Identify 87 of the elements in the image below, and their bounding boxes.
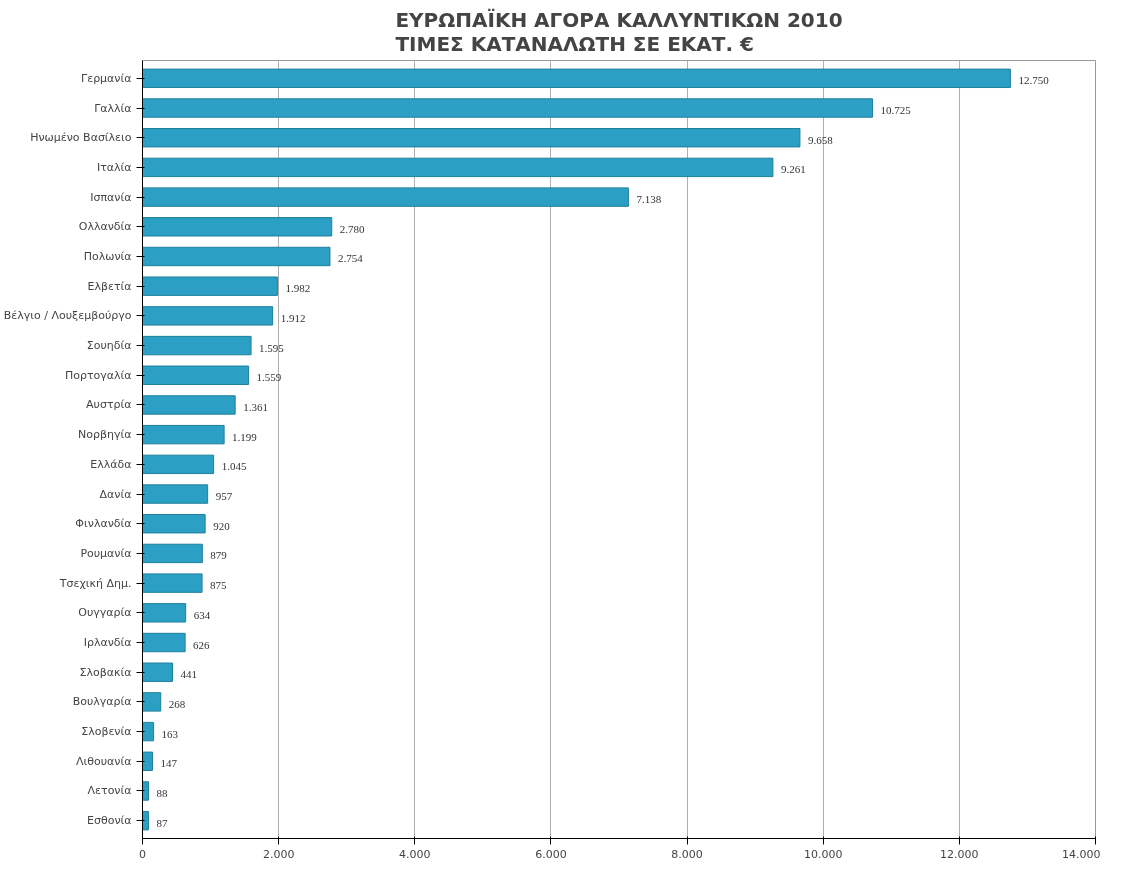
bar [142, 424, 225, 445]
x-tick-label: 4.000 [399, 847, 431, 861]
y-tick-label: Ηνωμένο Βασίλειο [30, 131, 132, 145]
y-tick-label: Ελβετία [87, 279, 132, 293]
bar [142, 365, 250, 385]
y-tick-label: Νορβηγία [78, 428, 132, 442]
data-label: 268 [168, 697, 186, 710]
data-label: 1.982 [285, 282, 311, 295]
bar [142, 751, 154, 771]
bar [142, 306, 274, 326]
data-label: 1.199 [232, 430, 258, 443]
bar [142, 632, 186, 653]
y-tick-label: Σουηδία [86, 339, 132, 353]
bar [142, 543, 203, 564]
bar [142, 187, 629, 207]
bar [142, 68, 1011, 89]
data-label: 2.754 [337, 252, 364, 265]
data-label: 1.559 [256, 371, 282, 384]
bar [142, 781, 149, 801]
bar [142, 721, 155, 742]
bar [142, 514, 206, 534]
y-tick-label: Γερμανία [81, 71, 132, 85]
data-label: 2.780 [339, 222, 365, 235]
data-label: 634 [193, 608, 211, 621]
data-label: 1.595 [259, 341, 285, 354]
x-tick-label: 10.000 [803, 847, 843, 861]
y-tick-label: Ιταλία [96, 160, 132, 174]
y-tick-label: Βέλγιο / Λουξεμβούργο [3, 309, 132, 323]
bar [142, 573, 203, 593]
data-label: 9.261 [780, 163, 806, 176]
data-label: 879 [210, 549, 228, 562]
bar [142, 276, 278, 296]
y-tick-label: Ελλάδα [90, 457, 132, 471]
bar [142, 335, 252, 356]
x-tick-label: 14.000 [1062, 847, 1101, 861]
bar [142, 395, 236, 415]
y-tick-label: Σλοβενία [81, 725, 132, 739]
data-label: 1.912 [280, 311, 306, 324]
data-label: 920 [213, 519, 231, 532]
data-label: 87 [156, 816, 168, 829]
data-label: 626 [193, 638, 211, 651]
data-label: 88 [156, 786, 168, 799]
y-tick-label: Αυστρία [86, 398, 132, 412]
y-tick-label: Δανία [99, 487, 132, 501]
y-tick-label: Ολλανδία [78, 220, 132, 234]
data-label: 12.750 [1018, 74, 1050, 87]
data-label: 957 [215, 490, 233, 503]
bar [142, 217, 333, 237]
y-tick-label: Βουλγαρία [72, 695, 132, 709]
bar [142, 810, 149, 831]
y-tick-label: Τσεχική Δημ. [58, 576, 132, 590]
data-label: 7.138 [636, 193, 662, 206]
bar [142, 454, 215, 475]
x-tick-label: 12.000 [940, 847, 979, 861]
chart-title: ΕΥΡΩΠΑΪΚΗ ΑΓΟΡΑ ΚΑΛΛΥΝΤΙΚΩΝ 2010 ΤΙΜΕΣ ΚΑΤΑΝΑΛΩΤΗ ΣΕ ΕΚΑΤ. € [395, 7, 843, 56]
data-label: 1.361 [243, 400, 268, 413]
y-tick-label: Ρουμανία [80, 546, 132, 560]
x-tick-label: 0 [139, 847, 146, 861]
y-tick-label: Ιρλανδία [83, 636, 132, 650]
y-tick-label: Λιθουανία [76, 754, 132, 768]
data-label: 147 [160, 757, 178, 770]
y-tick-label: Πορτογαλία [64, 368, 132, 382]
data-label: 875 [210, 579, 228, 592]
y-tick-label: Γαλλία [94, 101, 132, 115]
bar [142, 246, 331, 267]
bar [142, 662, 174, 682]
x-tick-label: 8.000 [671, 847, 703, 861]
bar [142, 128, 801, 148]
data-label: 441 [180, 668, 198, 681]
y-tick-label: Φινλανδία [75, 517, 132, 531]
y-tick-label: Ισπανία [90, 190, 132, 204]
data-label: 163 [161, 727, 179, 740]
data-label: 1.045 [221, 460, 247, 473]
data-label: 9.658 [807, 133, 834, 146]
y-tick-label: Λετονία [87, 784, 132, 798]
bar [142, 98, 874, 118]
bar [142, 692, 162, 712]
bar [142, 157, 774, 178]
x-tick-label: 2.000 [262, 847, 295, 861]
data-label: 10.725 [880, 104, 912, 117]
y-tick-label: Πολωνία [83, 249, 132, 263]
y-tick-label: Σλοβακία [79, 665, 132, 679]
x-tick-label: 6.000 [535, 847, 567, 861]
y-tick-label: Ουγγαρία [78, 606, 132, 620]
y-tick-label: Εσθονία [87, 814, 132, 828]
bar [142, 484, 209, 504]
bar [142, 603, 187, 623]
